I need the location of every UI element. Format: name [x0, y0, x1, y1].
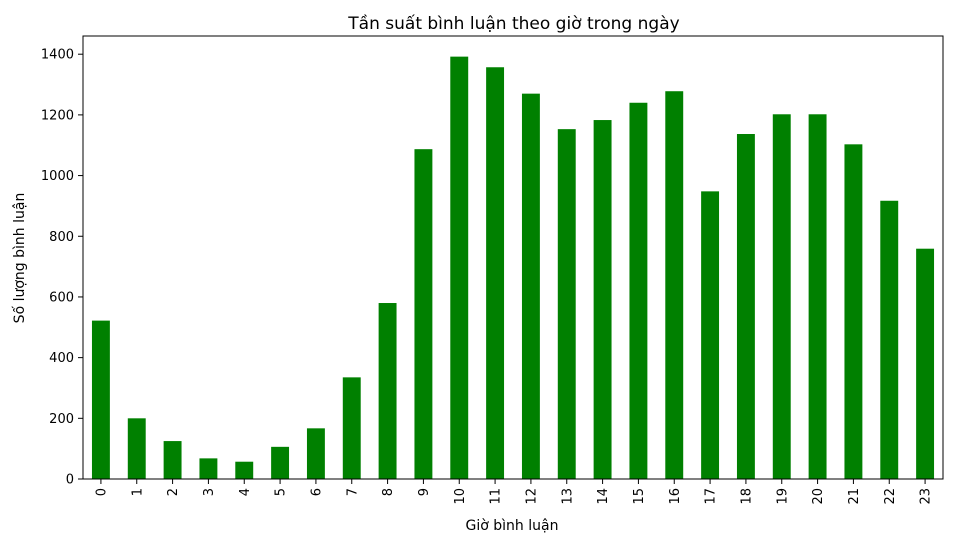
- bar-hour-13: [557, 129, 576, 479]
- x-tick-label: 20: [811, 488, 826, 505]
- y-tick-label: 400: [49, 351, 74, 366]
- bar-hour-22: [880, 200, 899, 479]
- x-tick-label: 13: [560, 488, 575, 505]
- x-tick-label: 6: [309, 488, 324, 496]
- x-tick-label: 18: [739, 488, 754, 505]
- x-tick-label: 21: [847, 488, 862, 505]
- y-tick-label: 1200: [41, 108, 74, 123]
- bar-hour-5: [271, 446, 290, 479]
- bar-hour-8: [378, 303, 397, 479]
- y-axis: 0 200 400 600 800 1000 1200 1400: [41, 48, 83, 488]
- bar-hour-7: [342, 377, 361, 479]
- bar-hour-0: [91, 320, 110, 479]
- x-tick-label: 16: [668, 488, 683, 505]
- x-tick-label: 5: [274, 488, 289, 496]
- x-tick-label: 8: [381, 488, 396, 496]
- bar-hour-4: [235, 461, 254, 479]
- x-tick-label: 1: [130, 488, 145, 496]
- x-tick-label: 9: [417, 488, 432, 496]
- bar-hour-9: [414, 149, 433, 479]
- x-tick-label: 22: [883, 488, 898, 505]
- plot-frame: [82, 35, 944, 480]
- bar-hour-19: [772, 114, 791, 479]
- y-axis-title: Số lượng bình luận: [11, 193, 28, 324]
- bar-hour-2: [163, 441, 182, 479]
- bar-hour-11: [486, 67, 505, 479]
- y-tick-label: 800: [49, 230, 74, 245]
- bar-hour-3: [199, 458, 218, 479]
- y-tick-label: 1400: [41, 48, 74, 63]
- x-tick-label: 15: [632, 488, 647, 505]
- bar-hour-1: [127, 418, 146, 479]
- bar-hour-23: [916, 248, 935, 479]
- bar-hour-21: [844, 144, 863, 479]
- bar-hour-12: [521, 93, 540, 479]
- x-tick-label: 4: [238, 488, 253, 496]
- y-tick-label: 0: [66, 473, 74, 488]
- y-tick-label: 200: [49, 412, 74, 427]
- x-axis-title: Giờ bình luận: [466, 518, 559, 534]
- x-tick-label: 10: [453, 488, 468, 505]
- x-tick-label: 19: [775, 488, 790, 505]
- x-tick-label: 23: [919, 488, 934, 505]
- bar-hour-14: [593, 120, 612, 479]
- bar-hour-6: [306, 428, 325, 479]
- bar-hour-17: [701, 191, 720, 479]
- bar-hour-20: [808, 114, 827, 479]
- y-tick-label: 1000: [41, 169, 74, 184]
- x-tick-label: 11: [489, 488, 504, 505]
- bars-group: [91, 56, 935, 480]
- x-tick-label: 2: [166, 488, 181, 496]
- x-tick-label: 0: [94, 488, 109, 496]
- x-tick-label: 7: [345, 488, 360, 496]
- chart-title: Tần suất bình luận theo giờ trong ngày: [347, 13, 679, 34]
- bar-hour-15: [629, 102, 648, 480]
- bar-hour-16: [665, 91, 684, 479]
- x-tick-label: 12: [524, 488, 539, 505]
- x-tick-label: 3: [202, 488, 217, 496]
- x-tick-label: 17: [704, 488, 719, 505]
- x-axis: 0 1 2 3 4 5 6 7 8 9 10 11 12 13 14 15 16 17 18 19 20 21 22 23: [94, 479, 934, 505]
- x-tick-label: 14: [596, 488, 611, 505]
- bar-hour-10: [450, 56, 469, 480]
- y-tick-label: 600: [49, 290, 74, 305]
- bar-hour-18: [736, 134, 755, 479]
